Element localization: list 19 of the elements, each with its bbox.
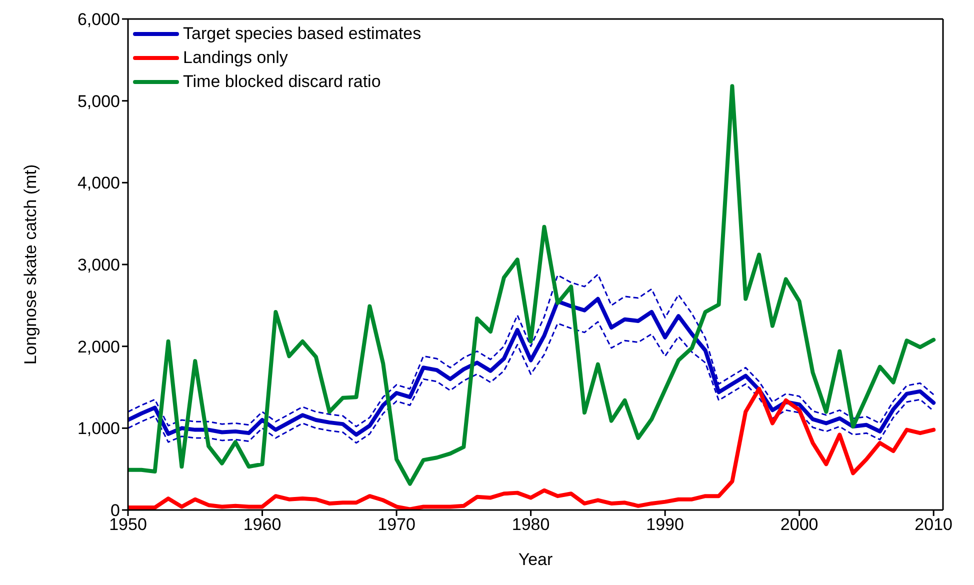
legend-label: Landings only (183, 47, 288, 69)
x-tick-label: 1990 (646, 515, 684, 534)
y-tick-label: 3,000 (77, 256, 120, 275)
y-tick-label: 5,000 (77, 92, 120, 111)
legend-label: Target species based estimates (183, 23, 422, 45)
x-tick-label: 2000 (780, 515, 818, 534)
legend-label: Time blocked discard ratio (183, 71, 381, 93)
x-tick-label: 2010 (914, 515, 953, 534)
y-axis-title: Longnose skate catch (mt) (21, 164, 40, 365)
x-tick-label: 1950 (109, 515, 147, 534)
line-series (128, 386, 936, 510)
x-tick-label: 1980 (512, 515, 550, 534)
y-tick-label: 1,000 (77, 419, 120, 438)
x-axis-title: Year (518, 550, 554, 569)
y-tick-label: 2,000 (77, 337, 120, 356)
x-tick-label: 1960 (243, 515, 282, 534)
x-tick-label: 1970 (378, 515, 416, 534)
y-tick-label: 6,000 (77, 10, 120, 30)
y-tick-label: 4,000 (77, 174, 120, 193)
